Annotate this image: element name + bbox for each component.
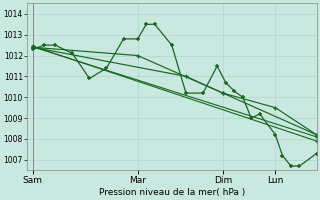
X-axis label: Pression niveau de la mer( hPa ): Pression niveau de la mer( hPa ) [99,188,245,197]
